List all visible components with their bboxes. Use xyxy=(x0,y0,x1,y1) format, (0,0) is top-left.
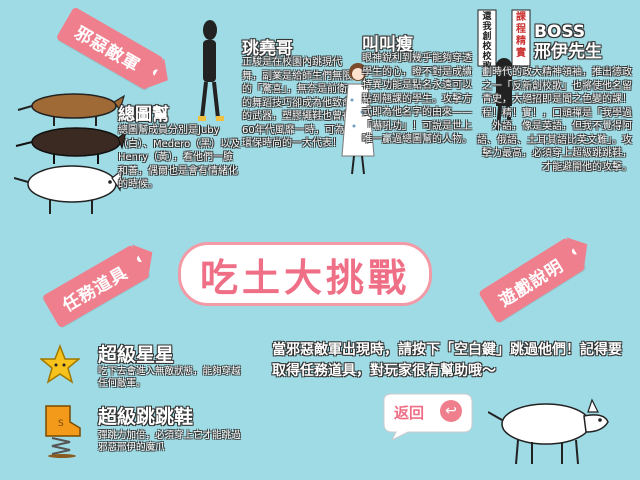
tag-instructions-label: 遊戲說明 xyxy=(495,256,568,312)
tag-instructions: 遊戲說明 xyxy=(478,237,586,324)
boss-sign-right: 課程精實 xyxy=(516,12,526,59)
star-icon xyxy=(40,344,80,384)
boss-desc: 劃時代的政大精神領袖，推出德政之一「反新創校歌」也將使他名留青史，大絕招即是聞之… xyxy=(477,67,632,173)
tag-villains-label: 邪惡敵軍 xyxy=(70,23,144,77)
instructions-text: 當邪惡敵軍出現時，請按下「空白鍵」跳過他們！記得要取得任務道具，對玩家很有幫助哦… xyxy=(272,342,622,379)
yaoge-illustration xyxy=(198,20,224,121)
item-star-desc: 吃下去會進入無敵狀態，能夠穿越任何敵軍。 xyxy=(98,366,241,389)
item-shoe-name: 超級跳跳鞋 xyxy=(98,406,194,428)
tag-items-label: 任務道具 xyxy=(59,263,132,317)
back-arrow-icon: ↩ xyxy=(440,400,462,422)
item-shoe-desc: 彈跳力加倍，必須穿上它才能跳過邪惡邢伊的魔爪 xyxy=(98,430,241,453)
boss-name: BOSS 邢伊先生 xyxy=(534,22,602,62)
jiaojiao-desc: 眼神銳利到幾乎能夠穿透學生的心，瞪不對是成績特異功能是點名永遠可以點到翹課的學生… xyxy=(362,53,472,145)
rats-name: 總圖幫 xyxy=(118,105,169,125)
yaoge-name: 珧堯哥 xyxy=(242,39,293,59)
speech-bubble-icon xyxy=(383,393,473,442)
back-label: 返回 xyxy=(394,404,425,422)
tag-villains: 邪惡敵軍 xyxy=(55,6,165,91)
tag-items: 任務道具 xyxy=(41,244,151,329)
jiaojiao-illustration xyxy=(341,63,375,175)
jiaojiao-name: 叫叫瘦 xyxy=(362,35,413,55)
boss-illustration xyxy=(477,9,531,131)
boss-sign-left: 還我創校校歌 xyxy=(482,12,492,72)
game-title: 吃土大挑戰 xyxy=(199,255,410,300)
game-title-banner: 吃土大挑戰 xyxy=(178,242,432,306)
rats-illustration xyxy=(14,93,126,214)
item-star-name: 超級星星 xyxy=(98,344,175,366)
spring-shoe-icon: S xyxy=(45,405,81,458)
rats-desc: 總圖幫成員分別是Juby（白）、Medero（黑）以及Henry（黃），看他們一… xyxy=(118,125,241,190)
white-dog-illustration xyxy=(488,398,609,465)
back-button[interactable]: 返回 ↩ xyxy=(378,390,478,442)
svg-text:S: S xyxy=(58,419,64,429)
yaoge-desc: 正駿是在校園內跳現代舞，副業是給師生們無限的「驚喜」，無奈是前衛的舞蹈技巧卻成為… xyxy=(242,57,352,149)
